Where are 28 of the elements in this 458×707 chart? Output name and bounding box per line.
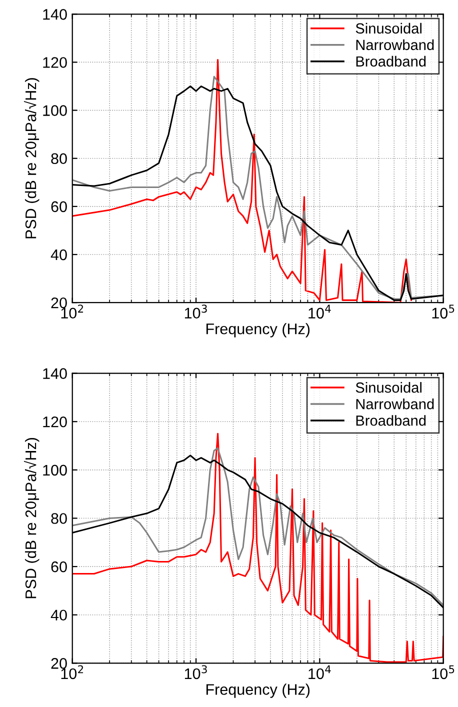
y-tick-label: 140 [43,368,67,379]
y-tick-label: 80 [51,513,67,524]
x-axis-title: Frequency (Hz) [206,323,310,338]
y-tick-label: 120 [43,416,67,428]
y-axis-title: PSD (dB re 20μPa/√Hz) [24,78,40,238]
y-tick-label: 100 [43,105,67,116]
x-tick-label: 10$^{5}$ [432,304,454,319]
legend-label: Broadband [356,415,426,426]
y-tick-label: 100 [43,464,67,476]
legend-label: Sinusoidal [356,382,422,393]
x-tick-label: 10$^{3}$ [184,665,207,680]
legend-label: Broadband [356,56,426,67]
y-axis-title: PSD (dB re 20μPa/√Hz) [24,438,40,598]
x-tick-label: 10$^{4}$ [308,304,331,319]
y-tick-label: 40 [50,249,67,260]
x-tick-label: 10$^{3}$ [184,304,207,319]
legend-label: Narrowband [356,398,434,410]
y-tick-label: 60 [51,201,67,212]
y-tick-label: 40 [50,610,67,621]
x-tick-label: 10$^{5}$ [432,665,454,680]
x-axis-title: Frequency (Hz) [206,684,310,698]
legend-label: Sinusoidal [356,22,422,34]
y-tick-label: 60 [51,561,67,572]
x-tick-label: 10$^{4}$ [308,665,331,680]
legend-label: Narrowband [356,39,434,50]
y-tick-label: 80 [51,153,67,164]
y-tick-label: 140 [43,9,67,20]
y-tick-label: 120 [43,57,67,68]
